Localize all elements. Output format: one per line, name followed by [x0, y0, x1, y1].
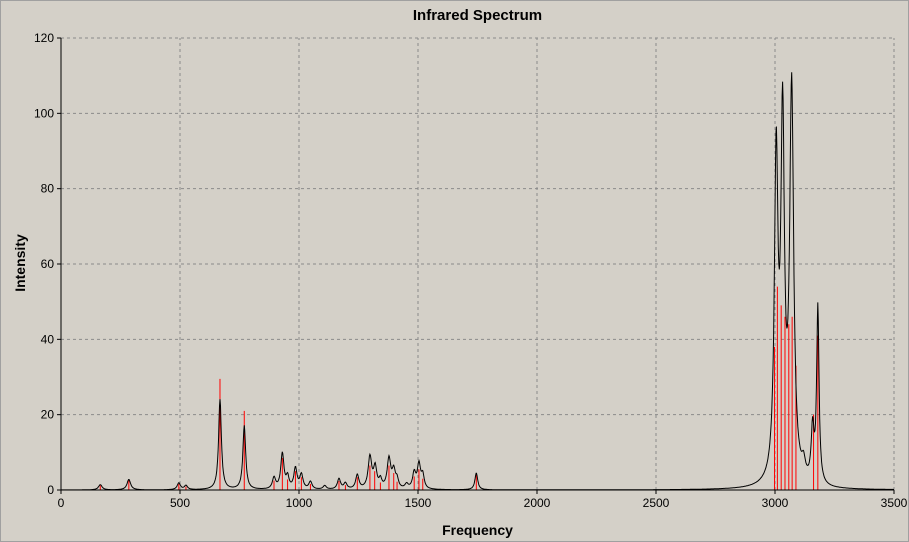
- svg-text:3500: 3500: [881, 496, 908, 510]
- svg-text:40: 40: [41, 332, 55, 346]
- svg-text:20: 20: [41, 408, 55, 422]
- x-axis-label: Frequency: [442, 522, 513, 538]
- svg-text:1000: 1000: [286, 496, 313, 510]
- svg-text:500: 500: [170, 496, 190, 510]
- svg-text:100: 100: [34, 106, 54, 120]
- gridlines: [61, 37, 895, 490]
- svg-text:2500: 2500: [643, 496, 670, 510]
- x-axis-ticks: 0 500 1000 1500 2000 2500 3000 3500: [58, 490, 908, 510]
- svg-text:80: 80: [41, 182, 55, 196]
- svg-text:120: 120: [34, 31, 54, 45]
- chart-title: Infrared Spectrum: [412, 7, 543, 24]
- y-axis-ticks: 0 20 40 60 80 100 120: [34, 31, 61, 497]
- svg-text:1500: 1500: [405, 496, 432, 510]
- broadened-spectrum-curve: [61, 72, 895, 491]
- svg-text:60: 60: [41, 257, 55, 271]
- y-axis-label: Intensity: [12, 234, 28, 292]
- svg-text:3000: 3000: [762, 496, 789, 510]
- svg-text:0: 0: [47, 483, 54, 497]
- svg-text:0: 0: [58, 496, 65, 510]
- svg-text:2000: 2000: [524, 496, 551, 510]
